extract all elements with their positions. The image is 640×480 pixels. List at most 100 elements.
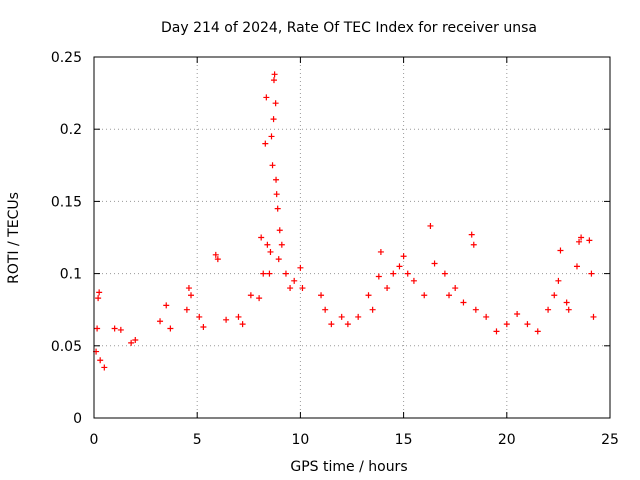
data-point — [483, 313, 490, 320]
data-point — [111, 325, 118, 332]
data-point — [260, 270, 267, 277]
data-point — [163, 302, 170, 309]
data-point — [441, 270, 448, 277]
data-point — [493, 328, 500, 335]
data-point — [355, 313, 362, 320]
data-point — [282, 270, 289, 277]
data-point — [271, 71, 278, 78]
data-point — [375, 273, 382, 280]
data-point — [270, 116, 277, 123]
data-point — [503, 321, 510, 328]
data-point — [470, 241, 477, 248]
data-point — [268, 133, 275, 140]
data-point — [427, 222, 434, 229]
data-point — [287, 285, 294, 292]
data-point — [460, 299, 467, 306]
data-point — [524, 321, 531, 328]
data-point — [272, 100, 279, 107]
data-point — [269, 162, 276, 169]
data-point — [273, 176, 280, 183]
data-point — [185, 285, 192, 292]
data-point — [212, 251, 219, 258]
data-point — [239, 321, 246, 328]
data-point — [200, 324, 207, 331]
x-tick-label: 20 — [498, 432, 516, 448]
x-tick-label: 10 — [291, 432, 309, 448]
data-point — [157, 318, 164, 325]
data-point — [96, 289, 103, 296]
data-point — [390, 270, 397, 277]
data-point — [588, 270, 595, 277]
data-point — [563, 299, 570, 306]
data-point — [344, 321, 351, 328]
data-point — [276, 227, 283, 234]
data-point — [275, 256, 282, 263]
data-point — [545, 306, 552, 313]
data-point — [128, 339, 135, 346]
data-point — [97, 357, 104, 364]
data-point — [273, 191, 280, 198]
data-point — [384, 285, 391, 292]
data-point — [235, 313, 242, 320]
x-tick-label: 5 — [193, 432, 202, 448]
y-tick-label: 0.05 — [51, 339, 82, 355]
data-point — [267, 248, 274, 255]
data-point — [573, 263, 580, 270]
data-point — [551, 292, 558, 299]
data-point — [468, 231, 475, 238]
data-point — [183, 306, 190, 313]
data-point — [377, 248, 384, 255]
data-point — [369, 306, 376, 313]
data-point — [322, 306, 329, 313]
x-tick-label: 0 — [90, 432, 99, 448]
data-point — [557, 247, 564, 254]
data-point — [318, 292, 325, 299]
data-point — [514, 311, 521, 318]
data-point — [167, 325, 174, 332]
y-tick-label: 0.1 — [60, 267, 82, 283]
data-point — [410, 277, 417, 284]
y-tick-label: 0.25 — [51, 50, 82, 66]
plot-frame — [93, 56, 611, 419]
data-point — [264, 241, 271, 248]
data-point — [578, 234, 585, 241]
data-point — [431, 260, 438, 267]
data-point — [258, 234, 265, 241]
data-point — [223, 316, 230, 323]
data-point — [297, 264, 304, 271]
data-point — [404, 270, 411, 277]
data-point — [299, 285, 306, 292]
data-point — [534, 328, 541, 335]
y-tick-label: 0.15 — [51, 194, 82, 210]
data-point — [328, 321, 335, 328]
data-point — [266, 270, 273, 277]
data-point — [555, 277, 562, 284]
data-point — [94, 325, 101, 332]
data-point — [247, 292, 254, 299]
data-point — [95, 295, 102, 302]
y-tick-label: 0.2 — [60, 122, 82, 138]
data-point — [576, 238, 583, 245]
data-point — [188, 292, 195, 299]
data-point — [101, 364, 108, 371]
data-point — [472, 306, 479, 313]
data-point — [590, 313, 597, 320]
data-point — [263, 94, 270, 101]
data-point — [365, 292, 372, 299]
data-point — [421, 292, 428, 299]
data-point — [452, 285, 459, 292]
y-tick-label: 0 — [73, 411, 82, 427]
grid — [94, 57, 610, 418]
data-point — [117, 326, 124, 333]
data-point — [256, 295, 263, 302]
data-point — [565, 306, 572, 313]
data-point — [196, 313, 203, 320]
data-point — [291, 277, 298, 284]
ticks: 0 0.05 0.1 0.15 0.2 0.25 0 5 10 15 20 25 — [51, 50, 619, 448]
data-point — [214, 256, 221, 263]
data-point — [132, 337, 139, 344]
data-point — [396, 263, 403, 270]
data-point — [446, 292, 453, 299]
